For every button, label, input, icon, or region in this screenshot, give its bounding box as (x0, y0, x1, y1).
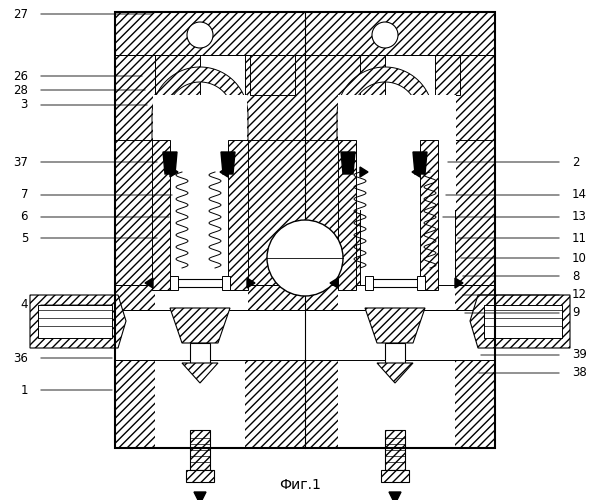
Polygon shape (145, 278, 153, 288)
Polygon shape (152, 67, 248, 140)
Polygon shape (455, 278, 463, 288)
Polygon shape (341, 152, 355, 174)
Text: 28: 28 (13, 84, 28, 96)
Bar (420, 140, 438, 290)
Text: 5: 5 (20, 232, 28, 244)
Polygon shape (360, 167, 368, 177)
Text: 13: 13 (572, 210, 587, 224)
Polygon shape (247, 278, 255, 288)
Text: 2: 2 (572, 156, 579, 168)
Circle shape (267, 220, 343, 296)
Polygon shape (221, 152, 235, 174)
Polygon shape (338, 285, 455, 310)
Bar (115, 55, 155, 295)
Bar (190, 343, 210, 363)
Text: 8: 8 (572, 270, 579, 282)
Text: 37: 37 (13, 156, 28, 168)
Text: 12: 12 (572, 288, 587, 302)
Bar (186, 470, 214, 482)
Polygon shape (163, 152, 177, 174)
Text: 38: 38 (572, 366, 587, 380)
Polygon shape (182, 363, 218, 383)
Polygon shape (337, 67, 433, 140)
Bar (190, 430, 210, 470)
Bar (155, 55, 200, 95)
Text: 10: 10 (572, 252, 587, 264)
Text: 27: 27 (13, 8, 28, 20)
Polygon shape (338, 360, 455, 448)
Bar (360, 55, 385, 95)
Text: 11: 11 (572, 232, 587, 244)
Polygon shape (170, 167, 178, 177)
Bar (245, 55, 305, 295)
Polygon shape (30, 295, 126, 348)
Bar (115, 285, 495, 310)
Polygon shape (330, 278, 338, 288)
Bar (222, 276, 230, 290)
Bar (338, 95, 456, 210)
Bar (250, 55, 295, 95)
Bar (115, 12, 495, 55)
Polygon shape (389, 492, 401, 500)
Bar (381, 470, 409, 482)
Bar (153, 95, 247, 210)
Bar (174, 279, 226, 287)
Text: 4: 4 (20, 298, 28, 312)
Bar (170, 276, 178, 290)
Polygon shape (470, 295, 570, 348)
Polygon shape (155, 285, 248, 310)
Text: 9: 9 (572, 306, 579, 320)
Text: 1: 1 (20, 384, 28, 396)
Text: Фиг.1: Фиг.1 (279, 478, 322, 492)
Bar (365, 276, 373, 290)
Polygon shape (155, 360, 245, 448)
Bar (385, 343, 405, 363)
Polygon shape (377, 363, 413, 383)
Polygon shape (365, 308, 425, 343)
Bar (305, 55, 360, 295)
Bar (455, 55, 495, 295)
Bar (484, 305, 562, 338)
Circle shape (187, 22, 213, 48)
Circle shape (372, 22, 398, 48)
Polygon shape (413, 152, 427, 174)
Polygon shape (412, 167, 420, 177)
Text: 3: 3 (20, 98, 28, 112)
Bar (338, 140, 356, 290)
Text: 39: 39 (572, 348, 587, 362)
Bar (417, 276, 425, 290)
Bar (115, 12, 495, 448)
Bar (435, 55, 460, 95)
Text: 7: 7 (20, 188, 28, 202)
Bar (38, 305, 112, 338)
Text: 6: 6 (20, 210, 28, 224)
Polygon shape (170, 308, 230, 343)
Bar (369, 279, 421, 287)
Text: 36: 36 (13, 352, 28, 364)
Bar (228, 140, 248, 290)
Text: 26: 26 (13, 70, 28, 82)
Text: 14: 14 (572, 188, 587, 202)
Polygon shape (194, 492, 206, 500)
Bar (115, 360, 495, 448)
Bar (385, 430, 405, 470)
Polygon shape (220, 167, 228, 177)
Bar (152, 140, 170, 290)
